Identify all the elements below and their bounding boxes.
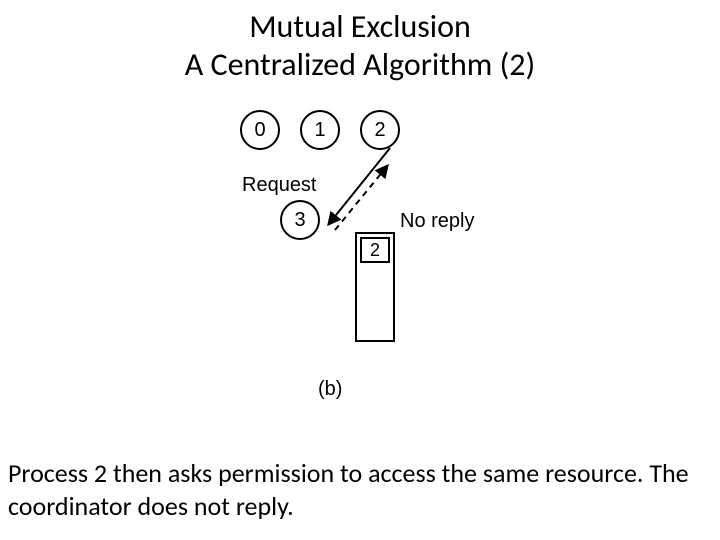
diagram: 0 1 2 3 Request No reply 2 (b) [210,110,510,410]
title-line-2: A Centralized Algorithm (2) [185,45,535,84]
slide-title: Mutual Exclusion A Centralized Algorithm… [0,8,720,85]
node-1: 1 [300,110,340,150]
node-3: 3 [280,200,320,240]
label-request: Request [242,174,317,197]
node-0: 0 [240,110,280,150]
node-1-label: 1 [314,119,325,142]
node-3-label: 3 [294,209,305,232]
node-2: 2 [360,110,400,150]
label-no-reply: No reply [400,210,474,233]
node-0-label: 0 [254,119,265,142]
queue-item: 2 [360,237,390,263]
sub-caption: (b) [318,378,342,401]
title-line-1: Mutual Exclusion [249,7,471,46]
caption-text: Process 2 then asks permission to access… [8,457,712,522]
edge-request [328,148,390,225]
node-2-label: 2 [374,119,385,142]
slide: Mutual Exclusion A Centralized Algorithm… [0,0,720,540]
edge-noreply [335,165,388,230]
queue-item-value: 2 [370,240,380,261]
